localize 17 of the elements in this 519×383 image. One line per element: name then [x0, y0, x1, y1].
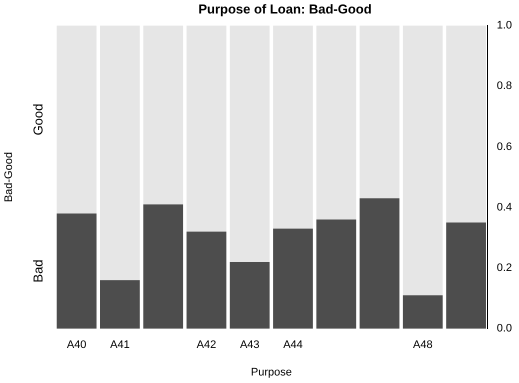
y-tick-label: 0.2	[496, 262, 512, 274]
x-tick-label: A40	[66, 339, 86, 352]
y-tick-label: 1.0	[496, 20, 512, 32]
y-tick-label: 0.4	[496, 201, 512, 214]
x-tick-label: A48	[413, 339, 433, 352]
chart-title: Purpose of Loan: Bad-Good	[198, 1, 372, 16]
x-tick-label: A42	[196, 339, 216, 352]
x-axis-title: Purpose	[250, 366, 292, 378]
y-tick-label: 0.8	[496, 80, 512, 92]
text: Bad	[30, 259, 46, 283]
y-tick-label: 0.0	[496, 322, 512, 335]
text: Good	[30, 104, 46, 136]
y-axis-title: Bad-Good	[3, 152, 16, 202]
x-tick-label: A43	[240, 339, 260, 352]
x-tick-label: A44	[283, 339, 303, 352]
y-tick-label: 0.6	[496, 140, 512, 153]
x-tick-label: A41	[110, 339, 130, 352]
